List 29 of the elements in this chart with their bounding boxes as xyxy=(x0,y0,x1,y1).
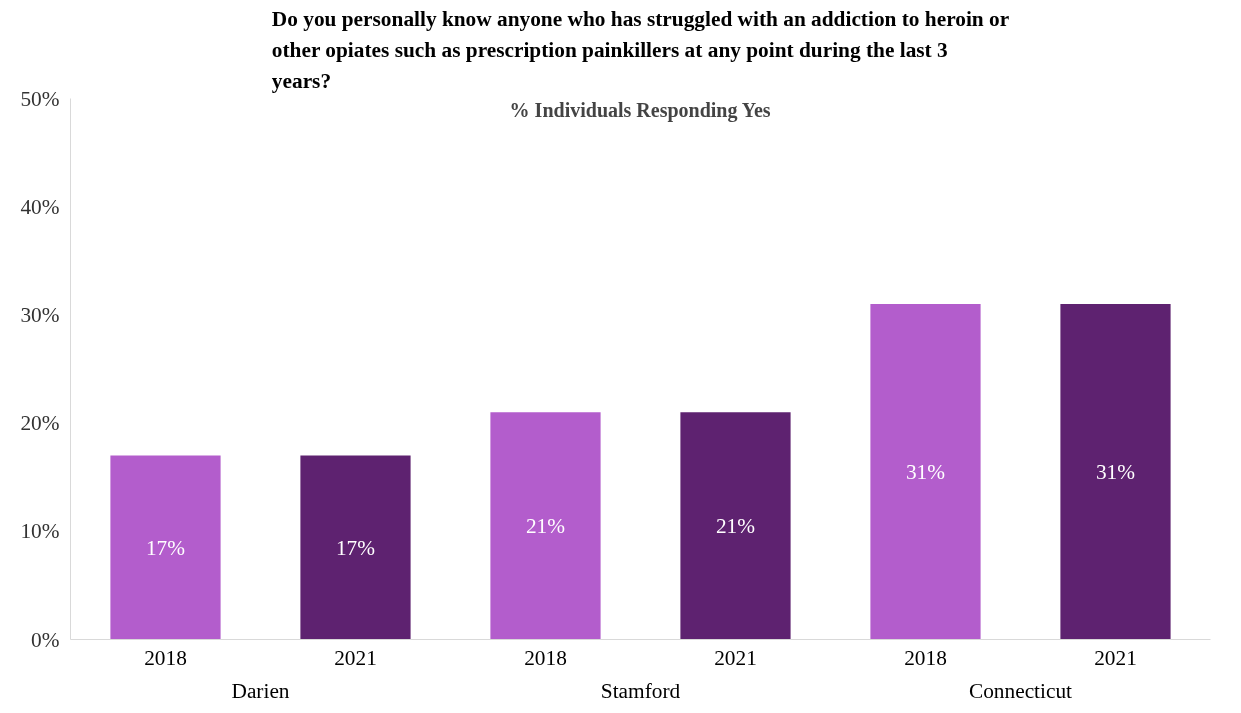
chart-subtitle: % Individuals Responding Yes xyxy=(509,98,771,122)
series-label: 2021 xyxy=(334,645,377,670)
y-tick-label: 20% xyxy=(20,411,60,436)
data-label: 17% xyxy=(335,535,376,560)
data-label: 21% xyxy=(715,513,756,538)
data-label: 31% xyxy=(905,459,946,484)
y-tick-label: 40% xyxy=(20,194,60,219)
y-tick-label: 50% xyxy=(20,86,60,111)
bar xyxy=(1060,304,1171,640)
text: 2021 xyxy=(714,645,757,670)
chart-title: Do you personally know anyone who has struggled with an addiction to heroin or other opiates such as prescription painkillers at any point during the last 3 years? xyxy=(271,7,1010,94)
bar xyxy=(680,412,791,640)
y-tick-label: 0% xyxy=(31,627,60,652)
data-label: 31% xyxy=(1095,459,1136,484)
bar xyxy=(490,412,601,640)
text: 2018 xyxy=(524,645,567,670)
x-tick-label: Connecticut xyxy=(968,678,1073,703)
series-label: 2018 xyxy=(144,645,187,670)
data-label: 21% xyxy=(525,513,566,538)
bar xyxy=(870,304,981,640)
y-tick-label: 10% xyxy=(20,519,60,544)
text: 2021 xyxy=(1094,645,1137,670)
text: 2018 xyxy=(904,645,947,670)
y-tick-label: 30% xyxy=(20,302,60,327)
x-tick-label: Darien xyxy=(231,678,290,703)
bar xyxy=(110,455,221,640)
bar xyxy=(300,455,411,640)
x-tick-label: Stamford xyxy=(600,678,681,703)
data-label: 17% xyxy=(145,535,186,560)
